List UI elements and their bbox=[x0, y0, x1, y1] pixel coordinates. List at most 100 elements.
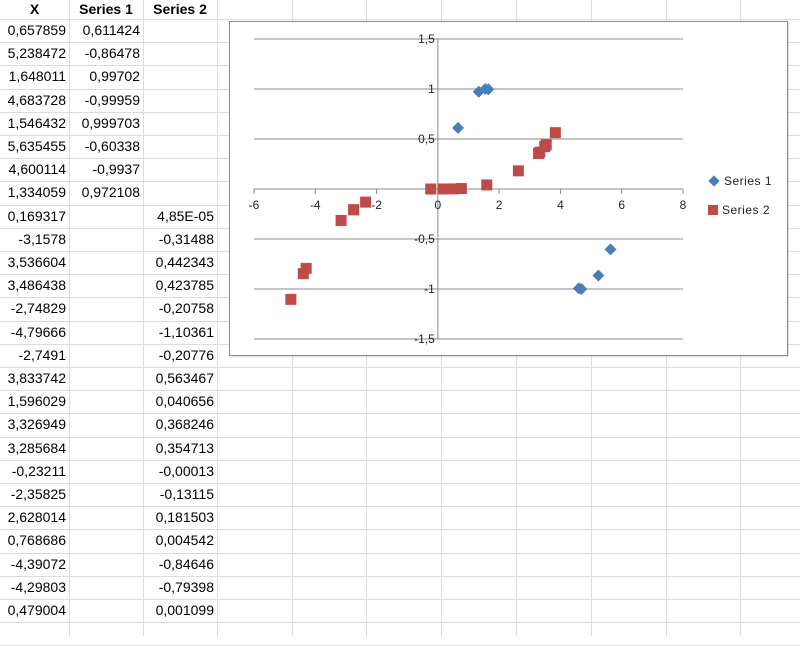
series-1-point bbox=[592, 269, 605, 282]
cell-series-2[interactable]: 0,368246 bbox=[155, 416, 214, 432]
cell-series-1[interactable] bbox=[69, 205, 143, 228]
cell-series-1[interactable]: 0,999703 bbox=[81, 115, 140, 131]
cell-x[interactable]: 3,285684 bbox=[7, 440, 66, 456]
cell-series-2[interactable] bbox=[143, 19, 217, 42]
cell-series-1[interactable] bbox=[69, 251, 143, 274]
cell-series-2[interactable]: -0,31488 bbox=[158, 231, 214, 247]
cell-x[interactable]: 0,479004 bbox=[7, 602, 66, 618]
cell-series-2[interactable]: 0,563467 bbox=[155, 370, 214, 386]
series-2-point bbox=[549, 127, 561, 139]
cell-series-2[interactable]: 0,354713 bbox=[155, 440, 214, 456]
cell-series-1[interactable] bbox=[69, 228, 143, 251]
cell-series-2[interactable]: -0,13115 bbox=[159, 486, 214, 502]
cell-x[interactable]: 5,635455 bbox=[7, 138, 66, 154]
cell-x[interactable]: 3,536604 bbox=[7, 254, 66, 270]
cell-series-1[interactable] bbox=[69, 413, 143, 436]
cell-series-2[interactable] bbox=[143, 158, 217, 181]
cell-x[interactable]: 0,169317 bbox=[7, 208, 66, 224]
cell-series-2[interactable]: -0,79398 bbox=[158, 579, 214, 595]
cell-series-1[interactable]: -0,99959 bbox=[84, 92, 140, 108]
cell-x[interactable]: 4,600114 bbox=[8, 161, 66, 177]
cell-x[interactable]: 1,648011 bbox=[8, 68, 66, 84]
cell-x[interactable]: 3,833742 bbox=[7, 370, 66, 386]
cell-x[interactable]: -2,35825 bbox=[10, 486, 66, 502]
header-series-2[interactable]: Series 2 bbox=[153, 1, 207, 17]
cell-series-1[interactable] bbox=[69, 297, 143, 320]
cell-series-1[interactable]: 0,99702 bbox=[89, 68, 140, 84]
cell-series-2[interactable] bbox=[143, 181, 217, 204]
cell-series-2[interactable]: 0,442343 bbox=[155, 254, 214, 270]
row-gridline bbox=[0, 390, 800, 391]
cell-series-2[interactable] bbox=[143, 42, 217, 65]
cell-series-2[interactable]: 0,001099 bbox=[155, 602, 214, 618]
cell-series-1[interactable] bbox=[69, 390, 143, 413]
cell-series-1[interactable]: 0,611424 bbox=[82, 22, 140, 38]
cell-series-1[interactable] bbox=[69, 529, 143, 552]
cell-series-1[interactable] bbox=[69, 599, 143, 622]
cell-series-2[interactable]: -0,20758 bbox=[158, 300, 214, 316]
cell-series-2[interactable]: -1,10361 bbox=[158, 324, 214, 340]
column-gridline bbox=[143, 0, 144, 636]
y-tick-label: -0,5 bbox=[414, 232, 435, 246]
cell-x[interactable]: -4,29803 bbox=[10, 579, 66, 595]
cell-x[interactable]: 5,238472 bbox=[7, 45, 66, 61]
series-2-point bbox=[348, 204, 360, 216]
cell-series-1[interactable] bbox=[69, 274, 143, 297]
cell-x[interactable]: -0,23211 bbox=[11, 463, 66, 479]
cell-x[interactable]: -2,74829 bbox=[10, 300, 66, 316]
cell-x[interactable]: 3,326949 bbox=[7, 416, 66, 432]
cell-series-2[interactable] bbox=[143, 65, 217, 88]
cell-series-1[interactable] bbox=[69, 367, 143, 390]
x-tick-label: -4 bbox=[310, 198, 321, 212]
header-x[interactable]: X bbox=[29, 1, 40, 17]
cell-series-1[interactable]: -0,60338 bbox=[84, 138, 140, 154]
cell-x[interactable]: 1,334059 bbox=[7, 184, 66, 200]
series-2-point bbox=[360, 196, 372, 208]
cell-series-2[interactable]: 0,040656 bbox=[155, 393, 214, 409]
header-series-1[interactable]: Series 1 bbox=[79, 1, 133, 17]
cell-x[interactable]: 2,628014 bbox=[7, 509, 66, 525]
cell-series-2[interactable]: -0,00013 bbox=[158, 463, 214, 479]
cell-x[interactable]: -2,7491 bbox=[18, 347, 66, 363]
chart-legend[interactable]: Series 1 Series 2 bbox=[708, 166, 772, 224]
cell-series-2[interactable]: 0,181503 bbox=[155, 509, 214, 525]
cell-series-2[interactable]: -0,84646 bbox=[158, 556, 214, 572]
cell-series-1[interactable]: -0,9937 bbox=[92, 161, 140, 177]
cell-series-1[interactable] bbox=[69, 321, 143, 344]
cell-series-1[interactable] bbox=[69, 576, 143, 599]
cell-series-1[interactable] bbox=[69, 460, 143, 483]
cell-series-2[interactable] bbox=[143, 112, 217, 135]
cell-series-1[interactable]: 0,972108 bbox=[81, 184, 140, 200]
cell-series-2[interactable] bbox=[143, 89, 217, 112]
cell-x[interactable]: 3,486438 bbox=[7, 277, 66, 293]
cell-x[interactable]: 4,683728 bbox=[7, 92, 66, 108]
cell-series-2[interactable]: 0,423785 bbox=[155, 277, 214, 293]
cell-series-1[interactable]: -0,86478 bbox=[84, 45, 140, 61]
cell-x[interactable]: 0,768686 bbox=[7, 532, 66, 548]
cell-series-2[interactable] bbox=[143, 135, 217, 158]
cell-x[interactable]: 0,657859 bbox=[7, 22, 66, 38]
cell-series-1[interactable] bbox=[69, 437, 143, 460]
x-tick-label: -6 bbox=[249, 198, 260, 212]
legend-label: Series 1 bbox=[724, 173, 773, 188]
cell-series-2[interactable]: -0,20776 bbox=[158, 347, 214, 363]
cell-series-1[interactable] bbox=[69, 506, 143, 529]
cell-series-1[interactable] bbox=[69, 553, 143, 576]
cell-x[interactable]: 1,546432 bbox=[7, 115, 66, 131]
cell-series-1[interactable] bbox=[69, 483, 143, 506]
cell-x[interactable]: -3,1578 bbox=[18, 231, 66, 247]
legend-item-series-2[interactable]: Series 2 bbox=[708, 195, 772, 224]
cell-series-1[interactable] bbox=[69, 344, 143, 367]
cell-series-2[interactable]: 4,85E-05 bbox=[157, 208, 214, 224]
cell-series-2[interactable]: 0,004542 bbox=[155, 532, 214, 548]
x-tick-label: -2 bbox=[371, 198, 382, 212]
cell-x[interactable]: 1,596029 bbox=[7, 393, 66, 409]
row-gridline bbox=[0, 599, 800, 600]
legend-item-series-1[interactable]: Series 1 bbox=[708, 166, 772, 195]
series-2-point bbox=[425, 183, 437, 195]
cell-x[interactable]: -4,39072 bbox=[10, 556, 66, 572]
row-gridline bbox=[0, 622, 800, 623]
cell-x[interactable]: -4,79666 bbox=[10, 324, 66, 340]
x-tick-label: 0 bbox=[435, 198, 442, 212]
